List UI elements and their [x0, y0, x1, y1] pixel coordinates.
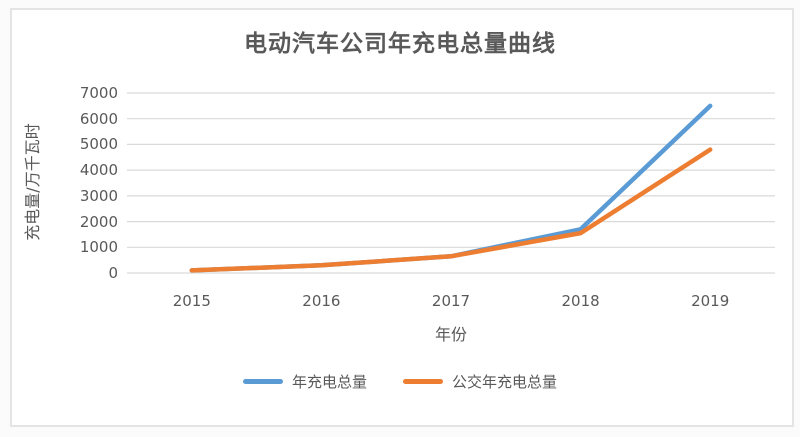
- legend-item-annual-charging-total: 年充电总量: [242, 371, 367, 392]
- y-axis-title: 充电量/万千瓦时: [23, 123, 42, 241]
- x-axis-title: 年份: [434, 325, 468, 344]
- legend-label-annual-charging-total: 年充电总量: [291, 373, 367, 391]
- legend: 年充电总量 公交年充电总量: [0, 371, 800, 392]
- chart-title: 电动汽车公司年充电总量曲线: [244, 31, 556, 57]
- legend-item-bus-annual-charging-total: 公交年充电总量: [403, 371, 557, 392]
- series-line-1: [189, 147, 713, 273]
- plot-area: [127, 92, 775, 274]
- chart-frame: [10, 8, 794, 427]
- series-line-0: [189, 103, 713, 273]
- legend-line-swatch-orange: [403, 379, 443, 384]
- legend-label-bus-annual-charging-total: 公交年充电总量: [452, 373, 558, 391]
- legend-line-swatch-blue: [242, 379, 283, 384]
